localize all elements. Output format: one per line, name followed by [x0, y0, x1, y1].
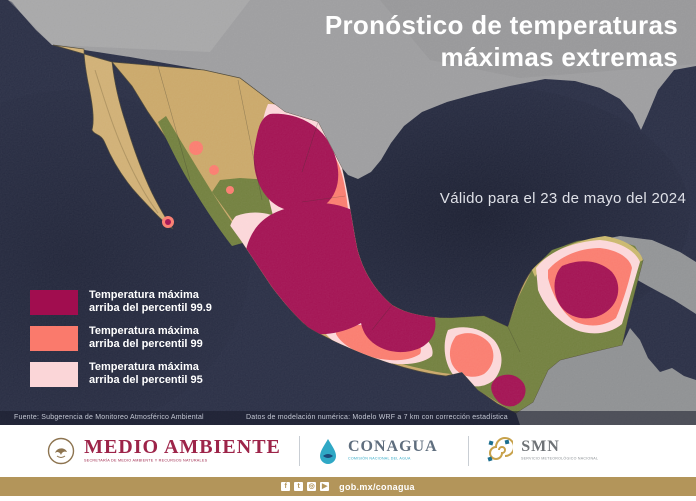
conagua-logo[interactable]: CONAGUA COMISIÓN NACIONAL DEL AGUA	[316, 437, 452, 465]
source-note: Fuente: Subgerencia de Monitoreo Atmosfé…	[14, 414, 204, 421]
forecast-map	[0, 0, 696, 425]
legend-swatch-p999	[30, 289, 78, 315]
legend-swatch-p99	[30, 325, 78, 351]
footnotes-bar: Fuente: Subgerencia de Monitoreo Atmosfé…	[0, 411, 696, 425]
legend-label-line: Temperatura máxima	[89, 325, 199, 337]
legend-label-line: Temperatura máxima	[89, 289, 199, 301]
legend-label-line: arriba del percentil 99	[89, 338, 203, 350]
conagua-name: CONAGUA	[347, 438, 438, 455]
conagua-subtitle: COMISIÓN NACIONAL DEL AGUA	[347, 457, 411, 461]
bottom-strip	[0, 496, 696, 501]
twitter-icon[interactable]: t	[294, 482, 304, 491]
social-bar: f t ◎ ▶ gob.mx/conagua	[0, 477, 696, 496]
legend-label-line: arriba del percentil 99.9	[89, 302, 212, 314]
legend-item-p99: Temperatura máxima arriba del percentil …	[30, 325, 212, 351]
water-drop-icon	[319, 439, 336, 464]
legend-swatch-p95	[30, 361, 78, 387]
map-area: Pronóstico de temperaturas máximas extre…	[0, 0, 696, 425]
legend: Temperatura máxima arriba del percentil …	[30, 289, 212, 397]
footer-divider	[298, 436, 300, 466]
spiral-icon	[487, 437, 514, 462]
smn-subtitle: SERVICIO METEOROLÓGICO NACIONAL	[521, 457, 599, 461]
youtube-icon[interactable]: ▶	[320, 482, 330, 491]
page-title: Pronóstico de temperaturas máximas extre…	[325, 10, 678, 73]
footer-divider	[468, 436, 470, 466]
legend-item-p95: Temperatura máxima arriba del percentil …	[30, 361, 212, 387]
instagram-icon[interactable]: ◎	[307, 482, 317, 491]
validity-date: Válido para el 23 de mayo del 2024	[439, 190, 687, 207]
legend-item-p999: Temperatura máxima arriba del percentil …	[30, 289, 212, 315]
semarnat-logo[interactable]: MEDIO AMBIENTE SECRETARÍA DE MEDIO AMBIE…	[46, 436, 283, 466]
institutional-footer: MEDIO AMBIENTE SECRETARÍA DE MEDIO AMBIE…	[0, 425, 696, 477]
government-seal-icon	[47, 437, 75, 465]
legend-label-line: Temperatura máxima	[89, 361, 199, 373]
semarnat-subtitle: SECRETARÍA DE MEDIO AMBIENTE Y RECURSOS …	[84, 459, 208, 463]
smn-logo[interactable]: SMN SERVICIO METEOROLÓGICO NACIONAL	[485, 437, 650, 465]
legend-label-line: arriba del percentil 95	[89, 374, 203, 386]
gob-mx-link[interactable]: gob.mx/conagua	[339, 481, 415, 492]
title-line-1: Pronóstico de temperaturas	[324, 10, 678, 40]
smn-name: SMN	[521, 438, 560, 455]
title-line-2: máximas extremas	[440, 41, 678, 72]
semarnat-name: MEDIO AMBIENTE	[84, 436, 281, 458]
facebook-icon[interactable]: f	[281, 482, 291, 491]
model-note: Datos de modelación numérica: Modelo WRF…	[246, 414, 508, 421]
